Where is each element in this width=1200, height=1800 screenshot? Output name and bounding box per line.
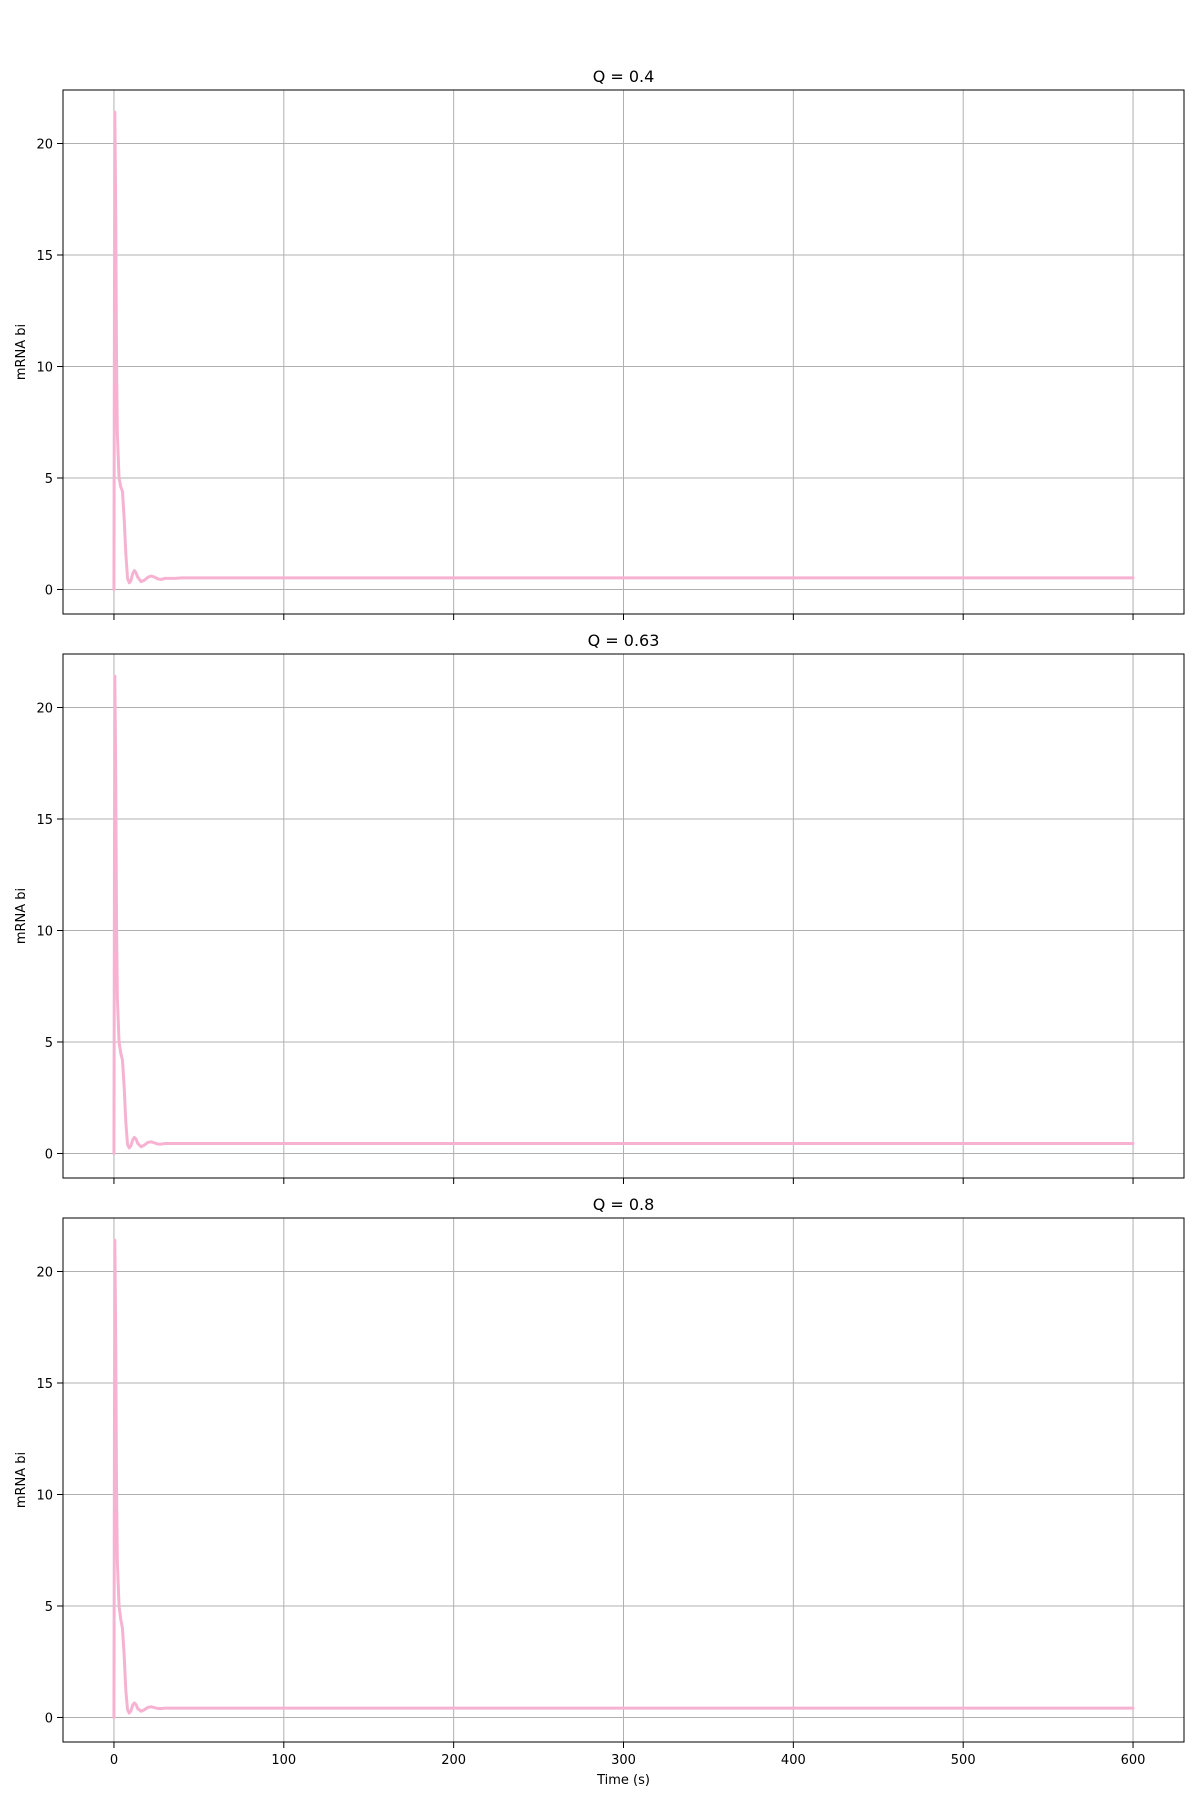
y-tick-label: 5	[45, 472, 53, 487]
x-tick-label: 300	[611, 1753, 636, 1768]
x-tick-label: 500	[951, 1753, 976, 1768]
y-tick-label: 0	[45, 1711, 53, 1726]
y-tick-label: 20	[36, 138, 53, 153]
x-tick-label: 400	[781, 1753, 806, 1768]
subplot-title: Q = 0.4	[593, 67, 655, 86]
y-tick-label: 10	[36, 360, 53, 375]
y-tick-label: 20	[36, 1266, 53, 1281]
y-tick-label: 0	[45, 583, 53, 598]
x-tick-label: 100	[271, 1753, 296, 1768]
y-tick-label: 15	[36, 813, 53, 828]
y-axis-label: mRNA bi	[14, 888, 29, 944]
series-line	[112, 110, 1135, 591]
series-line	[112, 674, 1135, 1155]
y-axis-label: mRNA bi	[14, 1452, 29, 1508]
subplot-2: 0 5 10 15 20 Q = 0.63 mRNA bi	[14, 631, 1185, 1184]
y-tick-label: 15	[36, 249, 53, 264]
x-tick-label: 600	[1121, 1753, 1146, 1768]
y-tick-label: 5	[45, 1600, 53, 1615]
y-tick-label: 15	[36, 1377, 53, 1392]
x-axis-label: Time (s)	[596, 1773, 650, 1788]
y-tick-label: 20	[36, 702, 53, 717]
subplot-title: Q = 0.8	[593, 1195, 655, 1214]
series-line	[112, 1238, 1135, 1719]
y-tick-label: 5	[45, 1036, 53, 1051]
y-tick-label: 10	[36, 924, 53, 939]
y-tick-label: 10	[36, 1488, 53, 1503]
subplot-title: Q = 0.63	[588, 631, 660, 650]
x-tick-label: 200	[441, 1753, 466, 1768]
subplot-1: 0 5 10 15 20 Q = 0.4 mRNA bi	[14, 67, 1185, 620]
y-tick-label: 0	[45, 1147, 53, 1162]
x-tick-label: 0	[110, 1753, 118, 1768]
y-axis-label: mRNA bi	[14, 324, 29, 380]
subplot-3: 0 100 200 300 400 500 600 0 5 10 15 20 Q = 0.8 mRNA b…	[14, 1195, 1185, 1788]
